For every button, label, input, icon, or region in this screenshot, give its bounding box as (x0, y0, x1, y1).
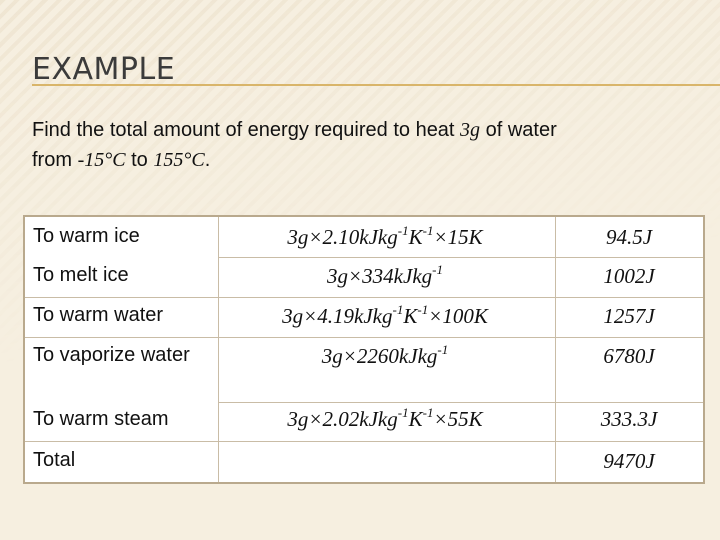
row-result: 1002J (603, 264, 655, 288)
row-result: 94.5J (605, 225, 653, 249)
problem-temp-end: 155°C (153, 149, 205, 171)
row-label: To warm steam (33, 408, 169, 430)
row-label: To warm water (33, 304, 164, 326)
slide-title: EXAMPLE (32, 52, 176, 87)
problem-temp-start: -15°C (77, 149, 126, 171)
energy-table: To warm ice 3g×2.10kJkg-1K-1×15K 94.5J T… (23, 215, 705, 484)
total-result: 9470J (603, 449, 655, 473)
row-divider (218, 257, 703, 258)
row-calculation: 3g×2.10kJkg-1K-1×15K (287, 223, 483, 249)
title-underline (32, 84, 720, 86)
row-calculation: 3g×4.19kJkg-1K-1×100K (282, 302, 488, 328)
row-calculation: 3g×2.02kJkg-1K-1×55K (287, 405, 483, 431)
row-result: 6780J (603, 344, 655, 368)
row-calculation: 3g×2260kJkg-1 (321, 342, 449, 368)
row-label: To vaporize water (33, 344, 190, 366)
problem-text-5: . (204, 149, 211, 171)
row-divider (25, 337, 703, 338)
row-label: Total (33, 449, 76, 471)
row-label: To warm ice (33, 225, 140, 247)
column-divider (218, 217, 219, 482)
column-divider (555, 217, 556, 482)
problem-text-2: of water (480, 119, 557, 141)
problem-mass: 3g (460, 119, 481, 141)
problem-statement: Find the total amount of energy required… (32, 115, 692, 175)
problem-text-3: from (32, 149, 78, 171)
row-divider (25, 441, 703, 442)
row-label: To melt ice (33, 264, 129, 286)
row-calculation: 3g×334kJkg-1 (327, 262, 443, 288)
problem-text-4: to (125, 149, 154, 171)
row-result: 1257J (603, 304, 655, 328)
row-divider (25, 297, 703, 298)
row-result: 333.3J (600, 407, 658, 431)
problem-text-1: Find the total amount of energy required… (32, 119, 461, 141)
row-divider (218, 402, 703, 403)
